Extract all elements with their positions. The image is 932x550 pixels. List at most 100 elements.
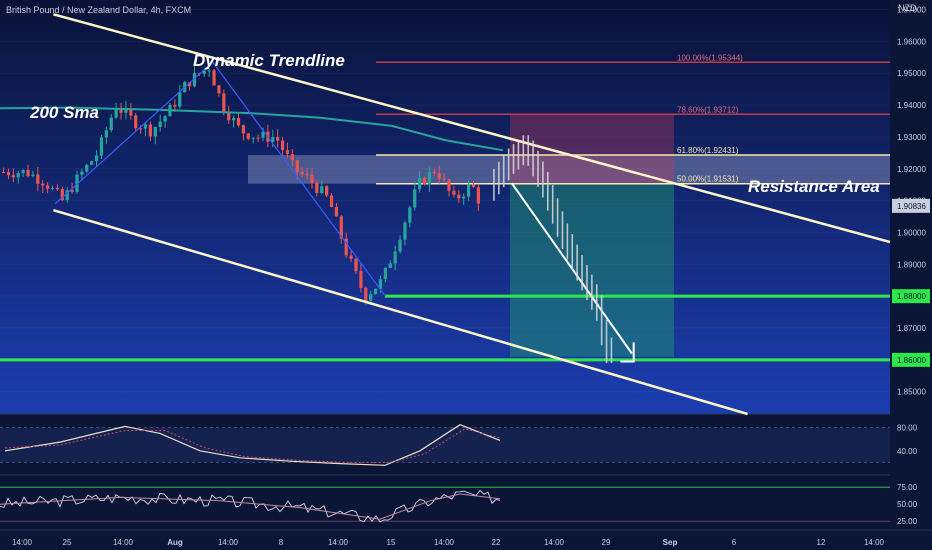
candle-body: [408, 207, 412, 223]
osc2-tick-label: 25.00: [897, 517, 918, 526]
candle-body: [11, 175, 15, 178]
current-price-tag: [892, 198, 930, 213]
candle-body: [26, 169, 30, 177]
time-tick-label: 14:00: [113, 538, 134, 547]
time-tick-label: 8: [279, 538, 284, 547]
candle-body: [398, 239, 402, 252]
candle-body: [217, 85, 221, 94]
price-tick-label: 1.87000: [897, 324, 926, 333]
price-tick-label: 1.90000: [897, 228, 926, 237]
candle-body: [143, 124, 148, 129]
time-tick-label: 25: [63, 538, 72, 547]
candle-body: [315, 182, 319, 193]
candle-body: [388, 263, 392, 268]
resistance-area-label: Resistance Area: [748, 177, 880, 196]
price-tick-label: 1.85000: [897, 388, 926, 397]
price-tick-label: 1.93000: [897, 133, 926, 142]
candle-body: [6, 172, 11, 176]
symbol-title: British Pound / New Zealand Dollar, 4h, …: [6, 5, 191, 15]
candle-body: [393, 251, 397, 264]
candle-body: [75, 174, 79, 192]
candle-body: [418, 177, 422, 190]
candle-body: [276, 136, 280, 141]
candle-body: [344, 238, 348, 256]
osc1-tick-label: 80.00: [897, 424, 918, 433]
price-tick-label: 1.89000: [897, 260, 926, 269]
candle-body: [50, 187, 55, 189]
candle-body: [94, 155, 99, 162]
candle-body: [305, 174, 309, 176]
candle-body: [369, 294, 373, 301]
candle-body: [222, 93, 226, 112]
candle-body: [290, 153, 294, 161]
osc-pane-background: [0, 414, 932, 550]
currency-label: NZD: [898, 3, 917, 13]
candle-body: [271, 136, 275, 142]
candle-body: [1, 171, 6, 173]
candle-body: [134, 115, 138, 129]
current-price-label: 1.90836: [897, 202, 926, 211]
candle-body: [261, 131, 265, 138]
price-tick-label: 1.96000: [897, 37, 926, 46]
candle-body: [104, 130, 108, 138]
candle-body: [427, 171, 432, 185]
candle-body: [437, 173, 441, 179]
candle-body: [153, 127, 157, 137]
time-tick-label: 14:00: [434, 538, 455, 547]
candle-body: [202, 70, 206, 74]
candle-body: [432, 171, 436, 174]
candle-body: [65, 190, 69, 201]
time-tick-label: 14:00: [864, 538, 885, 547]
osc1-tick-label: 40.00: [897, 447, 918, 456]
candle-body: [124, 108, 128, 113]
candle-body: [99, 137, 104, 156]
candle-body: [334, 207, 339, 217]
stop-loss-zone: [510, 114, 674, 184]
candle-body: [280, 140, 285, 150]
dynamic-trendline-label: Dynamic Trendline: [193, 51, 345, 70]
candle-body: [373, 288, 378, 295]
candle-body: [139, 128, 143, 130]
candle-body: [148, 124, 153, 137]
price-tick-label: 1.88000: [897, 292, 926, 301]
osc1-band: [0, 427, 890, 463]
fib-level-label: 50.00%(1.91531): [677, 175, 739, 184]
main-pane-background: [0, 0, 932, 414]
candle-body: [85, 164, 89, 172]
fib-level-label: 100.00%(1.95344): [677, 53, 743, 62]
price-tag-bg: [892, 352, 930, 367]
price-tag-bg: [892, 289, 930, 304]
price-tick-label: 1.95000: [897, 69, 926, 78]
projection-arrow-head: [620, 342, 635, 363]
candle-body: [241, 125, 246, 134]
candle-body: [90, 161, 94, 165]
candle-body: [251, 137, 255, 139]
candle-body: [129, 108, 133, 116]
candle-body: [36, 174, 40, 184]
candle-body: [60, 189, 64, 201]
candle-body: [246, 133, 250, 139]
candle-body: [452, 190, 456, 195]
candle-body: [462, 196, 466, 199]
candle-body: [383, 267, 387, 280]
candle-body: [31, 174, 35, 177]
candle-body: [158, 121, 162, 128]
time-tick-label: 29: [602, 538, 611, 547]
time-tick-label: 22: [492, 538, 501, 547]
time-tick-label: 14:00: [12, 538, 33, 547]
time-tick-label: 14:00: [218, 538, 239, 547]
candle-body: [325, 186, 329, 196]
candle-body: [192, 73, 197, 87]
fib-level-label: 78.60%(1.93712): [677, 105, 739, 114]
fib-level-label: 61.80%(1.92431): [677, 146, 739, 155]
lower-trendline: [53, 208, 748, 416]
take-profit-zone: [510, 183, 674, 357]
candle-body: [21, 169, 25, 174]
osc1-line: [4, 424, 501, 466]
candle-body: [46, 185, 50, 189]
candle-body: [236, 117, 241, 126]
candle-body: [227, 111, 231, 121]
candle-body: [178, 92, 182, 107]
candle-body: [187, 82, 192, 87]
